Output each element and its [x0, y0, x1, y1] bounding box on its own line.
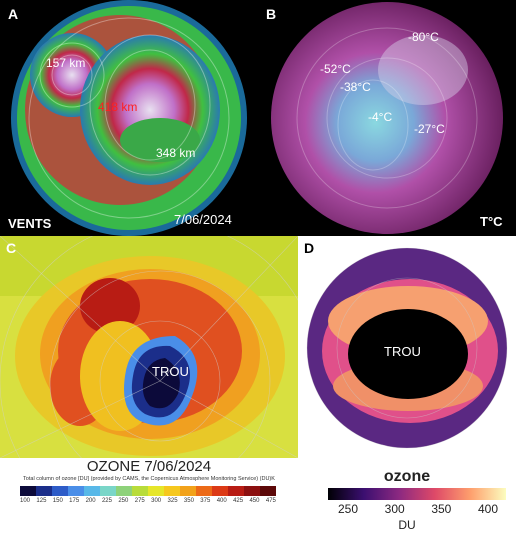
ozone-map: [0, 236, 298, 458]
ozone-title: OZONE 7/06/2024: [86, 458, 212, 475]
scale-tick: 175: [69, 498, 80, 504]
label-temperature: T°C: [480, 214, 503, 229]
scale-tick: 200: [85, 498, 96, 504]
annotation-minus80: -80°C: [408, 30, 439, 44]
scale-tick: 350: [183, 498, 194, 504]
label-vents: VENTS: [8, 216, 52, 231]
panel-b-temperature: B -80°C -52°C -38°C -4°C -27°C T°C: [258, 0, 516, 236]
scale-tick: 125: [36, 498, 47, 504]
scale-swatch: [20, 486, 36, 496]
hole-label-d: TROU: [384, 344, 421, 359]
scale-swatch: [100, 486, 116, 496]
colorbar-tick: 400: [477, 502, 498, 516]
scale-swatch: [52, 486, 68, 496]
temperature-globe: [271, 2, 503, 234]
scale-tick: 225: [101, 498, 112, 504]
panel-letter-b: B: [266, 6, 277, 22]
annotation-minus4: -4°C: [368, 110, 393, 124]
colorbar-tick: 350: [431, 502, 452, 516]
scale-tick: 150: [52, 498, 63, 504]
annotation-157km: 157 km: [46, 56, 86, 70]
scale-swatch: [196, 486, 212, 496]
ozone-colorbar: [328, 488, 506, 500]
panel-letter-d: D: [304, 240, 315, 256]
panel-letter-c: C: [6, 240, 17, 256]
scale-swatch: [260, 486, 276, 496]
panel-d-ozone-globe: D TROU ozone 250 300 350 400 DU: [298, 236, 516, 535]
hole-label-c: TROU: [152, 364, 189, 379]
ozone-globe: [298, 236, 516, 476]
colorbar-unit: DU: [398, 518, 416, 532]
scale-swatch: [116, 486, 132, 496]
colorbar-ticks: 250 300 350 400: [338, 502, 498, 516]
scale-tick: 400: [216, 498, 227, 504]
scale-swatch: [180, 486, 196, 496]
ozone-source-note: Total column of ozone [DU] (provided by …: [23, 476, 275, 482]
colorbar-tick: 250: [338, 502, 359, 516]
scale-swatch: [132, 486, 148, 496]
scale-tick: 325: [167, 498, 178, 504]
panel-a-winds: A 157 km 418 km 348 km VENTS 7/06/2024: [0, 0, 258, 236]
scale-swatch: [84, 486, 100, 496]
annotation-minus52: -52°C: [320, 62, 351, 76]
scale-tick: 275: [134, 498, 145, 504]
scale-tick: 425: [233, 498, 244, 504]
scale-swatch: [148, 486, 164, 496]
scale-swatch: [228, 486, 244, 496]
scale-tick: 250: [118, 498, 129, 504]
ozone-color-scale: [20, 486, 276, 496]
scale-swatch: [244, 486, 260, 496]
annotation-minus38: -38°C: [340, 80, 371, 94]
scale-tick: 475: [265, 498, 276, 504]
scale-swatch: [68, 486, 84, 496]
winds-globe: [11, 0, 247, 236]
scale-tick: 375: [200, 498, 211, 504]
scale-tick: 450: [249, 498, 260, 504]
annotation-348km: 348 km: [156, 146, 196, 160]
scale-swatch: [164, 486, 180, 496]
annotation-minus27: -27°C: [414, 122, 445, 136]
scale-swatch: [212, 486, 228, 496]
annotation-418km: 418 km: [98, 100, 138, 114]
colorbar-title: ozone: [383, 468, 431, 485]
scale-swatch: [36, 486, 52, 496]
ozone-scale-ticks: 100 125 150 175 200 225 250 275 300 325 350 375 400 4…: [20, 498, 276, 504]
scale-tick: 300: [151, 498, 162, 504]
scale-tick: 100: [20, 498, 31, 504]
panel-letter-a: A: [8, 6, 19, 22]
panel-c-ozone-map: C TROU OZONE 7/06/2024 Total column of o…: [0, 236, 298, 535]
label-date: 7/06/2024: [174, 212, 232, 227]
colorbar-tick: 300: [384, 502, 405, 516]
